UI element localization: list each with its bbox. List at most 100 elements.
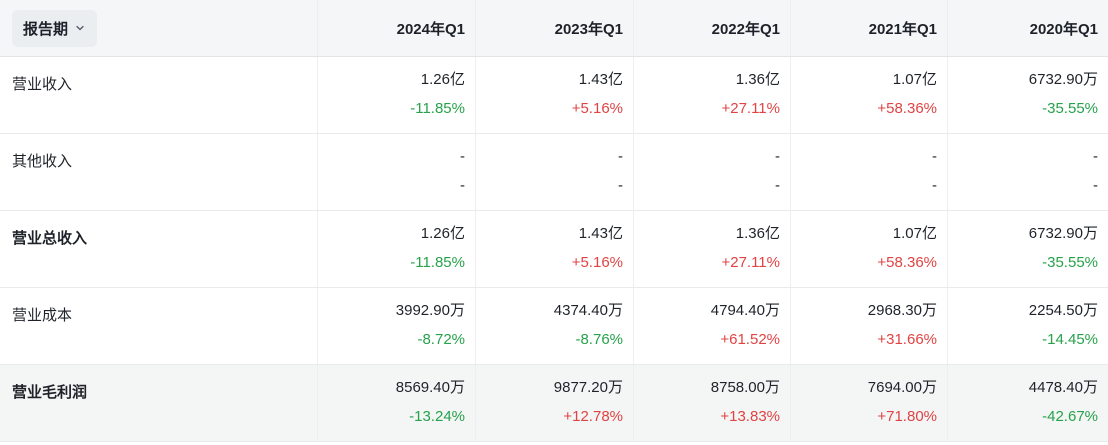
value-cell: 4794.40万 +61.52% bbox=[633, 288, 790, 364]
value-cell: 1.36亿 +27.11% bbox=[633, 211, 790, 287]
cell-value: 8569.40万 bbox=[395, 379, 465, 396]
cell-change-percent: -11.85% bbox=[410, 254, 465, 271]
cell-change-percent: +71.80% bbox=[877, 408, 937, 425]
report-period-label: 报告期 bbox=[23, 20, 69, 38]
cell-value: 1.07亿 bbox=[892, 225, 937, 242]
row-label: 营业总收入 bbox=[12, 230, 88, 247]
cell-value: 2968.30万 bbox=[867, 302, 937, 319]
table-body: 营业收入 1.26亿 -11.85% 1.43亿 +5.16% 1.36亿 +27.11% 1… bbox=[0, 57, 1108, 442]
cell-value: 1.36亿 bbox=[735, 225, 780, 242]
cell-change-percent: +13.83% bbox=[720, 408, 780, 425]
value-cell: 1.26亿 -11.85% bbox=[317, 57, 475, 133]
value-cell: 1.36亿 +27.11% bbox=[633, 57, 790, 133]
row-label: 营业成本 bbox=[12, 307, 73, 324]
cell-change-percent: +58.36% bbox=[877, 100, 937, 117]
cell-change-percent: - bbox=[932, 177, 937, 194]
value-cell: 8569.40万 -13.24% bbox=[317, 365, 475, 441]
cell-value: 1.07亿 bbox=[892, 71, 937, 88]
value-cell: 3992.90万 -8.72% bbox=[317, 288, 475, 364]
cell-change-percent: +5.16% bbox=[571, 100, 623, 117]
row-label: 营业毛利润 bbox=[12, 384, 88, 401]
value-cell: 9877.20万 +12.78% bbox=[475, 365, 633, 441]
cell-value: - bbox=[460, 148, 465, 165]
table-header: 报告期 2024年Q1 2023年Q1 2022年Q1 2021年Q1 2020年Q1 bbox=[0, 0, 1108, 57]
value-cell: -- bbox=[633, 134, 790, 210]
row-label-cell: 营业毛利润 bbox=[0, 365, 317, 441]
cell-value: 1.26亿 bbox=[420, 225, 465, 242]
column-header-2023年Q1: 2023年Q1 bbox=[475, 0, 633, 56]
cell-value: 4374.40万 bbox=[553, 302, 623, 319]
cell-change-percent: +5.16% bbox=[571, 254, 623, 271]
value-cell: -- bbox=[947, 134, 1108, 210]
value-cell: 1.43亿 +5.16% bbox=[475, 57, 633, 133]
cell-change-percent: +58.36% bbox=[877, 254, 937, 271]
cell-change-percent: -14.45% bbox=[1042, 331, 1098, 348]
report-period-header-cell: 报告期 bbox=[0, 0, 317, 56]
cell-value: 1.26亿 bbox=[420, 71, 465, 88]
cell-change-percent: - bbox=[775, 177, 780, 194]
column-header-2022年Q1: 2022年Q1 bbox=[633, 0, 790, 56]
cell-value: 1.43亿 bbox=[578, 225, 623, 242]
cell-change-percent: +31.66% bbox=[877, 331, 937, 348]
cell-value: 9877.20万 bbox=[553, 379, 623, 396]
cell-value: - bbox=[775, 148, 780, 165]
value-cell: 4374.40万 -8.76% bbox=[475, 288, 633, 364]
cell-value: 6732.90万 bbox=[1028, 71, 1098, 88]
value-cell: 1.07亿 +58.36% bbox=[790, 211, 947, 287]
table-row[interactable]: 营业成本 3992.90万 -8.72% 4374.40万 -8.76% 4794.40万… bbox=[0, 288, 1108, 365]
table-row[interactable]: 营业收入 1.26亿 -11.85% 1.43亿 +5.16% 1.36亿 +27.11% 1… bbox=[0, 57, 1108, 134]
value-cell: 6732.90万 -35.55% bbox=[947, 211, 1108, 287]
cell-change-percent: -13.24% bbox=[409, 408, 465, 425]
next-row-sliver bbox=[0, 442, 1108, 445]
value-cell: -- bbox=[790, 134, 947, 210]
column-header-2020年Q1: 2020年Q1 bbox=[947, 0, 1108, 56]
cell-change-percent: -35.55% bbox=[1042, 254, 1098, 271]
cell-value: - bbox=[932, 148, 937, 165]
row-label-cell: 营业收入 bbox=[0, 57, 317, 133]
cell-change-percent: -8.72% bbox=[417, 331, 465, 348]
cell-value: 1.36亿 bbox=[735, 71, 780, 88]
value-cell: -- bbox=[317, 134, 475, 210]
value-cell: 2968.30万 +31.66% bbox=[790, 288, 947, 364]
row-label-cell: 营业成本 bbox=[0, 288, 317, 364]
cell-value: - bbox=[1093, 148, 1098, 165]
cell-change-percent: +61.52% bbox=[720, 331, 780, 348]
row-label-cell: 营业总收入 bbox=[0, 211, 317, 287]
value-cell: 8758.00万 +13.83% bbox=[633, 365, 790, 441]
value-cell: 2254.50万 -14.45% bbox=[947, 288, 1108, 364]
cell-value: 7694.00万 bbox=[867, 379, 937, 396]
cell-change-percent: - bbox=[1093, 177, 1098, 194]
cell-change-percent: +12.78% bbox=[563, 408, 623, 425]
cell-value: 3992.90万 bbox=[395, 302, 465, 319]
column-header-2024年Q1: 2024年Q1 bbox=[317, 0, 475, 56]
value-cell: 1.07亿 +58.36% bbox=[790, 57, 947, 133]
report-period-dropdown[interactable]: 报告期 bbox=[12, 9, 98, 47]
cell-change-percent: -42.67% bbox=[1042, 408, 1098, 425]
row-label: 营业收入 bbox=[12, 76, 73, 93]
cell-value: - bbox=[618, 148, 623, 165]
chevron-down-icon bbox=[74, 22, 86, 34]
row-label: 其他收入 bbox=[12, 153, 73, 170]
cell-value: 2254.50万 bbox=[1028, 302, 1098, 319]
cell-value: 1.43亿 bbox=[578, 71, 623, 88]
value-cell: -- bbox=[475, 134, 633, 210]
cell-change-percent: +27.11% bbox=[721, 254, 780, 271]
cell-value: 8758.00万 bbox=[710, 379, 780, 396]
table-row[interactable]: 营业总收入 1.26亿 -11.85% 1.43亿 +5.16% 1.36亿 +27.11%… bbox=[0, 211, 1108, 288]
cell-value: 4478.40万 bbox=[1028, 379, 1098, 396]
cell-change-percent: - bbox=[460, 177, 465, 194]
cell-value: 4794.40万 bbox=[710, 302, 780, 319]
cell-change-percent: +27.11% bbox=[721, 100, 780, 117]
table-row[interactable]: 其他收入 - - - - - - - - - - bbox=[0, 134, 1108, 211]
value-cell: 7694.00万 +71.80% bbox=[790, 365, 947, 441]
cell-value: 6732.90万 bbox=[1028, 225, 1098, 242]
table-row[interactable]: 营业毛利润 8569.40万 -13.24% 9877.20万 +12.78% 8758.… bbox=[0, 365, 1108, 442]
value-cell: 1.43亿 +5.16% bbox=[475, 211, 633, 287]
cell-change-percent: -8.76% bbox=[575, 331, 623, 348]
column-header-2021年Q1: 2021年Q1 bbox=[790, 0, 947, 56]
cell-change-percent: -11.85% bbox=[410, 100, 465, 117]
cell-change-percent: - bbox=[618, 177, 623, 194]
value-cell: 1.26亿 -11.85% bbox=[317, 211, 475, 287]
value-cell: 4478.40万 -42.67% bbox=[947, 365, 1108, 441]
